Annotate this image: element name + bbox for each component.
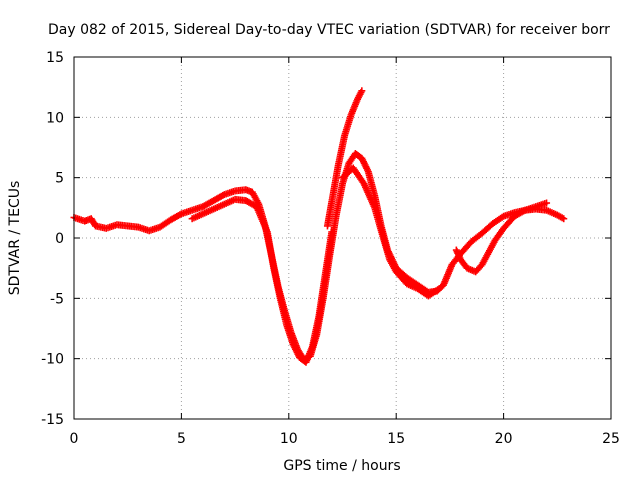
y-tick-label: -5 <box>50 291 64 307</box>
tick-labels: 0 5 10 15 20 25 -15 -10 -5 0 5 10 15 <box>41 50 620 447</box>
data-point-track-lower-branch <box>435 285 443 293</box>
data-point-track-morning-secondary <box>328 228 336 236</box>
chart-title: Day 082 of 2015, Sidereal Day-to-day VTE… <box>48 22 610 38</box>
y-tick-label: 5 <box>55 171 64 187</box>
x-axis-title: GPS time / hours <box>283 458 400 474</box>
x-tick-label: 10 <box>280 431 298 447</box>
x-tick-label: 5 <box>177 431 186 447</box>
x-tick-label: 0 <box>70 431 79 447</box>
data-points <box>70 87 568 366</box>
x-tick-label: 20 <box>495 431 513 447</box>
x-tick-label: 25 <box>602 431 620 447</box>
y-axis-title: SDTVAR / TECUs <box>7 181 23 296</box>
y-tick-label: 10 <box>46 110 64 126</box>
plot-frame <box>73 56 612 420</box>
y-tick-label: -15 <box>41 412 64 428</box>
x-tick-label: 15 <box>387 431 405 447</box>
data-point-track-afternoon-dip <box>543 199 551 207</box>
y-tick-label: 0 <box>55 231 64 247</box>
y-tick-label: -10 <box>41 352 64 368</box>
data-point-track-main <box>560 215 568 223</box>
y-tick-label: 15 <box>46 50 64 66</box>
data-point-track-upper-excursion <box>358 87 366 95</box>
